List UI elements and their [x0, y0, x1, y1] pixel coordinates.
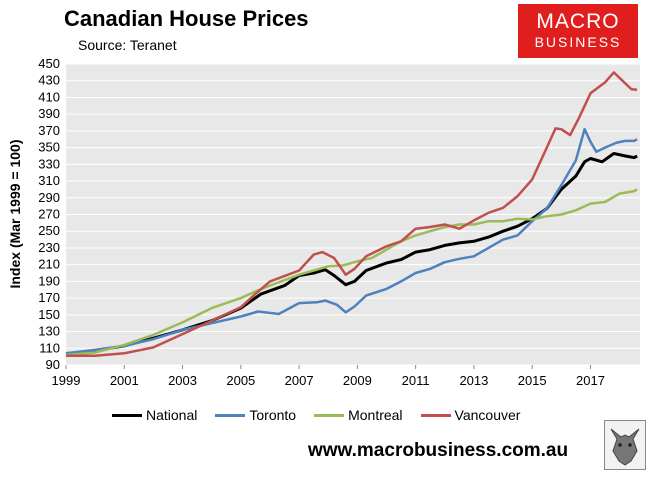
legend-item-montreal: Montreal — [314, 407, 403, 423]
series-line-montreal — [65, 188, 638, 357]
y-tick-label: 350 — [38, 140, 60, 155]
x-axis-ticks: 1999 2001 2003 2005 2007 2009 2011 2013 2015 2017 — [52, 365, 605, 388]
series-line-toronto — [65, 127, 638, 355]
x-tick-label: 2013 — [459, 373, 488, 388]
x-tick-label: 1999 — [52, 373, 81, 388]
legend-label: National — [146, 407, 198, 423]
y-tick-label: 290 — [38, 190, 60, 205]
y-tick-label: 210 — [38, 257, 60, 272]
y-tick-label: 370 — [38, 123, 60, 138]
gridlines — [66, 63, 640, 366]
y-tick-label: 110 — [39, 340, 60, 355]
y-tick-label: 170 — [38, 290, 60, 305]
legend-item-toronto: Toronto — [215, 407, 296, 423]
chart-title: Canadian House Prices — [64, 6, 309, 31]
y-tick-label: 390 — [38, 106, 60, 121]
y-tick-label: 330 — [38, 156, 60, 171]
x-tick-label: 2017 — [576, 373, 605, 388]
line-chart: 9011013015017019021023025027029031033035… — [7, 56, 640, 388]
chart-subtitle: Source: Teranet — [78, 37, 177, 53]
legend-swatch — [112, 413, 142, 417]
y-axis-label: Index (Mar 1999 = 100) — [7, 139, 23, 288]
y-tick-label: 450 — [38, 56, 60, 71]
series-line-vancouver — [66, 71, 638, 358]
y-tick-label: 230 — [38, 240, 60, 255]
y-tick-label: 270 — [38, 207, 60, 222]
series-lines — [65, 71, 638, 358]
macrobusiness-logo: MACRO BUSINESS — [518, 4, 638, 58]
y-tick-label: 250 — [38, 223, 60, 238]
x-tick-label: 2003 — [168, 373, 197, 388]
wolf-logo-icon — [604, 420, 646, 470]
legend-label: Vancouver — [454, 407, 521, 423]
legend: National Toronto Montreal Vancouver — [112, 405, 520, 425]
x-tick-label: 2007 — [285, 373, 314, 388]
logo-line-1: MACRO — [536, 10, 620, 33]
y-axis-ticks: 9011013015017019021023025027029031033035… — [38, 56, 60, 372]
legend-swatch — [314, 413, 345, 417]
y-tick-label: 150 — [38, 307, 60, 322]
x-tick-label: 2011 — [402, 373, 430, 388]
y-tick-label: 90 — [46, 357, 60, 372]
y-tick-label: 310 — [38, 173, 60, 188]
legend-label: Montreal — [348, 407, 403, 423]
legend-swatch — [420, 413, 451, 417]
y-tick-label: 190 — [38, 273, 60, 288]
x-tick-label: 2001 — [110, 373, 139, 388]
x-tick-label: 2015 — [518, 373, 547, 388]
legend-item-vancouver: Vancouver — [420, 407, 521, 423]
legend-item-national: National — [112, 407, 197, 423]
logo-line-2: BUSINESS — [534, 34, 622, 50]
website-url: www.macrobusiness.com.au — [308, 440, 569, 461]
y-tick-label: 410 — [38, 89, 60, 104]
legend-label: Toronto — [249, 407, 297, 423]
x-tick-label: 2009 — [343, 373, 372, 388]
legend-swatch — [215, 413, 246, 417]
y-tick-label: 130 — [38, 324, 60, 339]
y-tick-label: 430 — [38, 73, 60, 88]
x-tick-label: 2005 — [226, 373, 255, 388]
